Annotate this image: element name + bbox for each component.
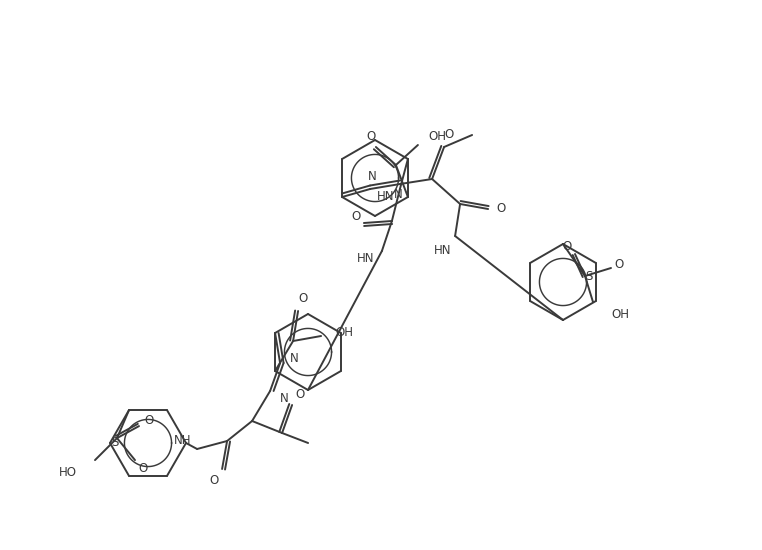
Text: O: O	[444, 129, 453, 141]
Text: OH: OH	[428, 130, 446, 144]
Text: OH: OH	[335, 326, 353, 338]
Text: O: O	[296, 388, 305, 401]
Text: HN: HN	[434, 245, 452, 257]
Text: NH: NH	[174, 434, 192, 448]
Text: S: S	[585, 270, 593, 283]
Text: O: O	[299, 293, 308, 305]
Text: HO: HO	[59, 466, 77, 478]
Text: O: O	[210, 475, 219, 487]
Text: O: O	[367, 130, 376, 144]
Text: O: O	[496, 202, 505, 216]
Text: N: N	[280, 393, 289, 405]
Text: O: O	[351, 211, 360, 223]
Text: N: N	[394, 188, 402, 201]
Text: HN: HN	[357, 252, 375, 266]
Text: OH: OH	[611, 307, 629, 321]
Text: HN: HN	[377, 190, 395, 204]
Text: O: O	[562, 239, 572, 252]
Text: O: O	[144, 414, 154, 427]
Text: O: O	[139, 461, 148, 475]
Text: N: N	[290, 351, 299, 365]
Text: S: S	[111, 436, 119, 449]
Text: O: O	[614, 257, 623, 271]
Text: N: N	[368, 170, 376, 184]
